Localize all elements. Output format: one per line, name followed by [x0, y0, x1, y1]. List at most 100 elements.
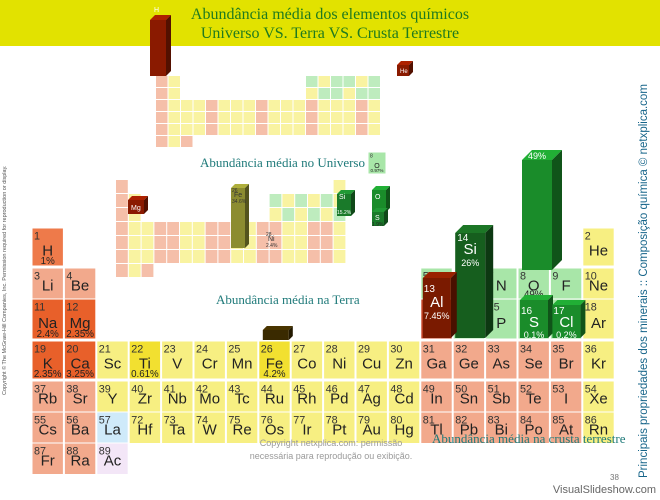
mini-cell: [308, 250, 320, 263]
mini-cell: [141, 236, 154, 249]
mini-cell: [320, 208, 333, 221]
cell-box: [420, 380, 453, 413]
element-symbol: Au: [363, 422, 381, 439]
element-symbol: Zn: [395, 355, 413, 372]
earth-row-4: [116, 222, 346, 235]
atomic-number: 81: [423, 414, 435, 426]
element-symbol: Ba: [71, 422, 90, 439]
bar-front: [262, 330, 289, 340]
cell-box: [355, 411, 388, 444]
earth-s-pct: 1.9%: [372, 222, 384, 228]
cell-box: [31, 267, 64, 300]
element-symbol: P: [496, 315, 506, 332]
mini-cell: [368, 124, 380, 135]
mini-cell: [154, 236, 167, 249]
mini-cell: [282, 222, 295, 235]
crust-si-pct: 26%: [461, 258, 479, 268]
atomic-number: 22: [131, 343, 143, 355]
crust-cl-pct: 0.2%: [556, 330, 577, 340]
atomic-number: 44: [261, 383, 273, 395]
mini-cell: [331, 100, 343, 111]
page-number: 38: [610, 473, 619, 482]
mini-cell: [156, 76, 168, 87]
mini-cell: [343, 88, 355, 99]
crust-si-num: 14: [457, 233, 469, 244]
mini-cell: [306, 124, 318, 135]
atomic-number: 19: [34, 343, 46, 355]
atomic-number: 42: [196, 383, 208, 395]
cell-box: [31, 380, 64, 413]
cell-box: [258, 380, 291, 413]
mini-cell: [218, 250, 231, 263]
bar-top: [522, 150, 562, 160]
cell-box: [96, 380, 129, 413]
bar-side: [548, 295, 553, 338]
mini-cell: [128, 222, 141, 235]
cell-box: [582, 340, 615, 380]
mini-cell: [168, 112, 180, 123]
mini-cell: [293, 124, 305, 135]
mini-cell: [167, 236, 179, 249]
earth-o-bar: [372, 186, 390, 212]
bar-front: [422, 278, 451, 338]
percent-label: 0.97%: [371, 168, 384, 173]
atomic-number: 41: [164, 383, 176, 395]
cell-box: [367, 151, 387, 175]
universe-row-5: [156, 112, 380, 123]
earth-si-bar: [337, 190, 355, 216]
atomic-number: 79: [358, 414, 370, 426]
mini-cell: [205, 222, 218, 235]
mini-cell: [180, 236, 192, 249]
universe-row-6: [156, 124, 380, 135]
cell-box: [225, 380, 259, 413]
crust-o-sym: O: [531, 134, 543, 151]
element-symbol: Sb: [492, 391, 510, 408]
mini-cell: [243, 124, 255, 135]
mini-cell: [282, 250, 295, 263]
element-symbol: Cu: [362, 355, 381, 372]
bar-front: [397, 65, 409, 76]
atomic-number: 45: [293, 383, 305, 395]
mini-cell: [343, 100, 355, 111]
bar-top: [150, 15, 171, 20]
mini-cell: [205, 250, 218, 263]
cell-box: [549, 340, 583, 380]
bar-front: [522, 160, 552, 270]
bar-top: [455, 225, 494, 233]
mini-cell: [320, 250, 333, 263]
bar-top: [520, 295, 553, 300]
crust-s-sym: S: [529, 314, 539, 331]
mini-cell: [116, 208, 128, 221]
mini-cell: [231, 250, 243, 263]
cell-box: [193, 340, 226, 380]
element-symbol: Ar: [591, 315, 606, 332]
mini-cell: [141, 250, 154, 263]
mini-cell: [116, 250, 128, 263]
atomic-number: 52: [520, 383, 532, 395]
element-symbol: Pb: [460, 422, 478, 439]
mini-cell: [281, 124, 293, 135]
bar-side: [386, 186, 390, 212]
bar-top: [372, 208, 388, 212]
bar-side: [245, 184, 249, 248]
element-symbol: N: [496, 278, 507, 295]
mini-cell: [269, 250, 282, 263]
mini-cell: [256, 100, 268, 111]
element-symbol: Fr: [41, 453, 55, 470]
bar-top: [422, 272, 457, 278]
element-cell-y: 39Y: [96, 380, 129, 413]
cell-box: [485, 380, 518, 413]
mini-cell: [116, 222, 128, 235]
element-symbol: Xe: [589, 391, 607, 408]
mini-cell: [218, 236, 231, 249]
